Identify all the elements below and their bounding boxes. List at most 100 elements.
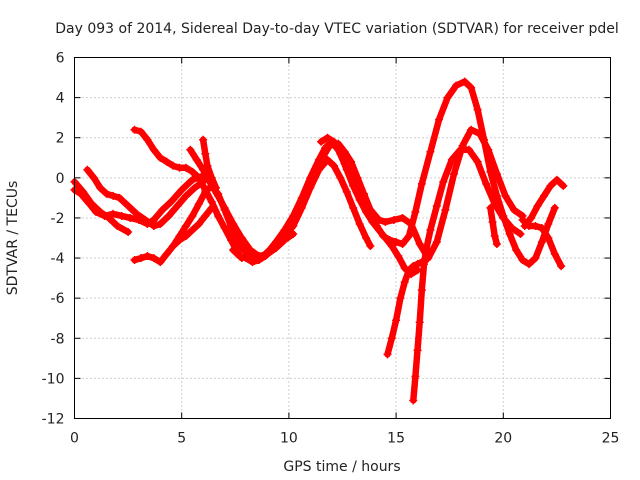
x-axis-label: GPS time / hours	[283, 459, 400, 475]
data-point	[130, 256, 139, 265]
data-point	[220, 205, 229, 214]
data-point	[443, 93, 452, 102]
data-point	[460, 77, 469, 86]
data-point	[115, 193, 124, 202]
data-point	[366, 242, 375, 251]
y-tick-label: 6	[56, 51, 65, 67]
y-tick-label: -8	[51, 331, 65, 347]
data-point	[432, 201, 441, 210]
tick-labels: 0 5 10 15 20 25 -12 -10 -8 -6 -4 -2 0 2 4 6	[42, 51, 620, 447]
data-point	[329, 137, 338, 146]
data-point	[531, 221, 540, 230]
data-point	[102, 189, 111, 198]
data-point	[507, 223, 516, 232]
data-point	[422, 246, 431, 255]
data-point	[207, 203, 216, 212]
data-point	[89, 173, 98, 182]
data-point	[317, 137, 326, 146]
data-point	[199, 135, 208, 144]
data-point	[368, 217, 377, 226]
axis-ticks	[74, 57, 611, 419]
data-point	[452, 81, 461, 90]
data-point	[411, 207, 420, 216]
data-point	[186, 145, 195, 154]
data-point	[235, 252, 244, 261]
data-point	[505, 229, 514, 238]
data-point	[400, 278, 409, 287]
data-point	[374, 225, 383, 234]
data-point	[349, 203, 358, 212]
data-point	[188, 225, 197, 234]
data-point	[546, 181, 555, 190]
data-point	[518, 256, 527, 265]
data-point	[156, 219, 165, 228]
data-point	[362, 234, 371, 242]
y-tick-label: -4	[51, 251, 65, 267]
data-point	[149, 145, 158, 154]
data-point	[83, 165, 92, 174]
series-line-trace-14	[487, 204, 501, 248]
data-point	[248, 258, 257, 267]
series-markers-trace-2	[70, 177, 133, 236]
y-tick-label: -10	[42, 371, 65, 387]
data-point	[156, 153, 165, 162]
data-point	[323, 133, 332, 142]
data-point	[104, 213, 113, 222]
data-point	[109, 191, 118, 200]
x-tick-label: 5	[177, 431, 186, 447]
data-point	[164, 211, 173, 220]
data-point	[387, 334, 396, 343]
data-point	[156, 258, 165, 267]
data-point	[194, 173, 203, 182]
data-point	[347, 157, 356, 166]
series-markers-trace-10	[272, 155, 375, 251]
data-point	[537, 223, 546, 232]
data-point	[552, 175, 561, 184]
x-tick-label: 0	[70, 431, 79, 447]
data-point	[516, 229, 525, 238]
data-point	[136, 127, 145, 136]
data-point	[434, 115, 443, 124]
data-point	[194, 219, 203, 228]
data-point	[229, 246, 238, 255]
data-point	[362, 207, 371, 216]
data-point	[201, 211, 210, 220]
data-point	[387, 242, 396, 251]
y-axis-label: SDTVAR / TECUs	[5, 181, 21, 296]
data-point	[417, 179, 426, 188]
data-point	[426, 225, 435, 234]
data-point	[143, 135, 152, 144]
data-point	[325, 141, 334, 150]
x-tick-label: 25	[602, 431, 620, 447]
data-point	[413, 346, 422, 355]
data-point	[194, 199, 203, 208]
data-point	[396, 294, 405, 303]
data-point	[492, 240, 501, 249]
data-point	[426, 147, 435, 156]
series-markers-trace-15	[518, 215, 566, 271]
data-point	[96, 183, 105, 192]
data-point	[87, 199, 96, 208]
x-tick-label: 15	[387, 431, 405, 447]
data-point	[192, 155, 201, 164]
data-point	[540, 191, 549, 200]
data-point	[162, 250, 171, 259]
data-point	[214, 211, 223, 220]
data-point	[404, 266, 413, 275]
data-point	[490, 199, 499, 208]
data-point	[349, 181, 358, 190]
series-markers-trace-13	[409, 145, 525, 405]
data-point	[239, 246, 248, 255]
data-point	[207, 173, 216, 182]
data-point	[280, 231, 289, 240]
data-point	[381, 234, 390, 242]
data-point	[297, 203, 306, 212]
data-point	[544, 234, 553, 242]
data-point	[162, 157, 171, 166]
x-tick-label: 10	[280, 431, 298, 447]
y-tick-label: -2	[51, 211, 65, 227]
data-point	[520, 221, 529, 230]
data-point	[439, 177, 448, 186]
data-point	[559, 181, 568, 190]
data-point	[355, 195, 364, 204]
